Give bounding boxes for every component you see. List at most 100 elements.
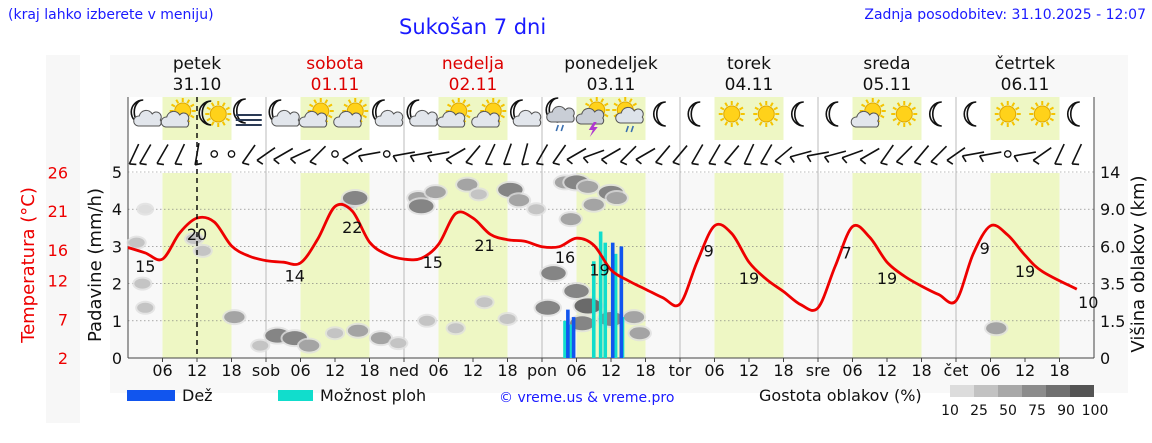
day-name: sreda <box>863 54 910 74</box>
sun-ray <box>719 106 725 111</box>
wind-feather <box>774 160 782 166</box>
wind-shaft <box>484 143 496 165</box>
sun-ray <box>462 99 467 104</box>
sun-ray <box>466 114 471 119</box>
wind-barb <box>289 148 311 165</box>
sun-ray <box>617 98 622 103</box>
sun-cloud-icon <box>850 98 886 128</box>
wind-shaft <box>139 144 152 164</box>
wind-barb <box>1071 143 1083 166</box>
wind-feather <box>823 156 830 163</box>
day-name: nedelja <box>442 54 504 74</box>
cloud-shape <box>271 109 300 127</box>
wind-shaft <box>156 144 169 164</box>
sun-ray <box>995 106 1001 111</box>
sun-icon <box>1029 101 1056 127</box>
city-menu-hint[interactable]: (kraj lahko izberete v meniju) <box>8 7 214 23</box>
legend-cloud-level: 100 <box>1082 403 1109 419</box>
wind-barb <box>895 145 913 166</box>
wind-feather <box>961 155 967 163</box>
legend-cloud-level: 90 <box>1057 403 1075 419</box>
cloud-blob <box>409 199 434 214</box>
cloud-blob <box>629 327 650 340</box>
wind-shaft <box>410 151 433 157</box>
page-title: Sukošan 7 dni <box>399 15 547 39</box>
x-tick-label: ned <box>389 361 419 380</box>
wind-shaft <box>174 143 186 165</box>
wind-calm <box>227 150 236 158</box>
x-tick-label: 18 <box>911 361 931 380</box>
wind-shaft <box>194 143 200 165</box>
wind-shaft <box>774 146 793 162</box>
wind-feather <box>309 161 317 166</box>
cloud-blob <box>347 324 369 337</box>
wind-shaft <box>655 145 671 163</box>
sun-ray <box>769 102 774 107</box>
precip-tick: 5 <box>112 163 122 182</box>
moon-cloud-icon <box>130 99 162 127</box>
sun-ray <box>758 121 763 126</box>
sun-ray <box>170 103 176 108</box>
wind-feather <box>552 162 560 166</box>
x-tick-label: 12 <box>877 361 897 380</box>
wind-barb <box>502 143 513 166</box>
day-name: sobota <box>306 54 364 74</box>
sun-ray <box>210 102 215 107</box>
legend-cloud-title: Gostota oblakov (%) <box>759 386 922 405</box>
sun-ray <box>496 99 501 104</box>
sun-ray <box>739 106 744 111</box>
wind-feather <box>914 161 922 166</box>
sun-ray <box>907 121 912 126</box>
sun-ray <box>1045 102 1050 107</box>
wind-barb <box>619 145 637 166</box>
sun-disk <box>999 105 1017 123</box>
wind-barb <box>880 144 894 166</box>
moon-shape <box>790 101 804 127</box>
sun-ray <box>358 99 363 104</box>
sun-ray <box>632 102 638 107</box>
x-tick-label: 06 <box>566 361 586 380</box>
sun-ray <box>313 99 318 104</box>
cloud-blob <box>560 213 581 226</box>
wind-feather <box>1032 159 1040 165</box>
precipitation-bars <box>563 231 625 358</box>
sun-ray <box>1034 121 1039 126</box>
precip-tick: 2 <box>112 275 122 294</box>
cloud-blob <box>137 302 154 313</box>
wind-shaft <box>979 151 1002 157</box>
sun-ray <box>190 103 195 108</box>
precip-tick: 3 <box>112 237 122 256</box>
wind-feather <box>582 157 589 164</box>
sun-ray <box>892 106 897 111</box>
sun-ray <box>719 117 725 122</box>
cloud-blob <box>186 233 203 244</box>
sun-ray <box>907 102 912 107</box>
day-date: 31.10 <box>173 75 222 95</box>
wind-shaft <box>342 147 363 161</box>
wind-shaft <box>962 151 985 157</box>
wind-barb <box>484 143 496 166</box>
wind-shaft <box>290 148 311 160</box>
day-name: torek <box>727 54 771 74</box>
cloud-shape <box>575 107 605 125</box>
wind-barb <box>961 151 985 163</box>
x-tick-label: 12 <box>1015 361 1035 380</box>
wind-feather <box>896 161 904 166</box>
cloud-blob <box>298 339 320 352</box>
cloud-shape <box>436 110 466 128</box>
sun-ray <box>1000 121 1005 126</box>
sun-ray <box>347 99 352 104</box>
shower-bar <box>563 320 567 358</box>
moon-icon <box>1066 101 1080 127</box>
wind-feather <box>409 155 415 163</box>
wind-barbs <box>128 143 1083 166</box>
x-tick-label: 18 <box>773 361 793 380</box>
wind-feather <box>139 162 147 166</box>
temperature-label: 14 <box>285 267 305 286</box>
wind-calm <box>210 150 219 158</box>
sun-ray <box>911 117 917 122</box>
wind-shaft <box>760 144 773 164</box>
rain-bar <box>566 309 570 358</box>
wind-barb <box>635 147 656 165</box>
day-date: 01.11 <box>311 75 360 95</box>
